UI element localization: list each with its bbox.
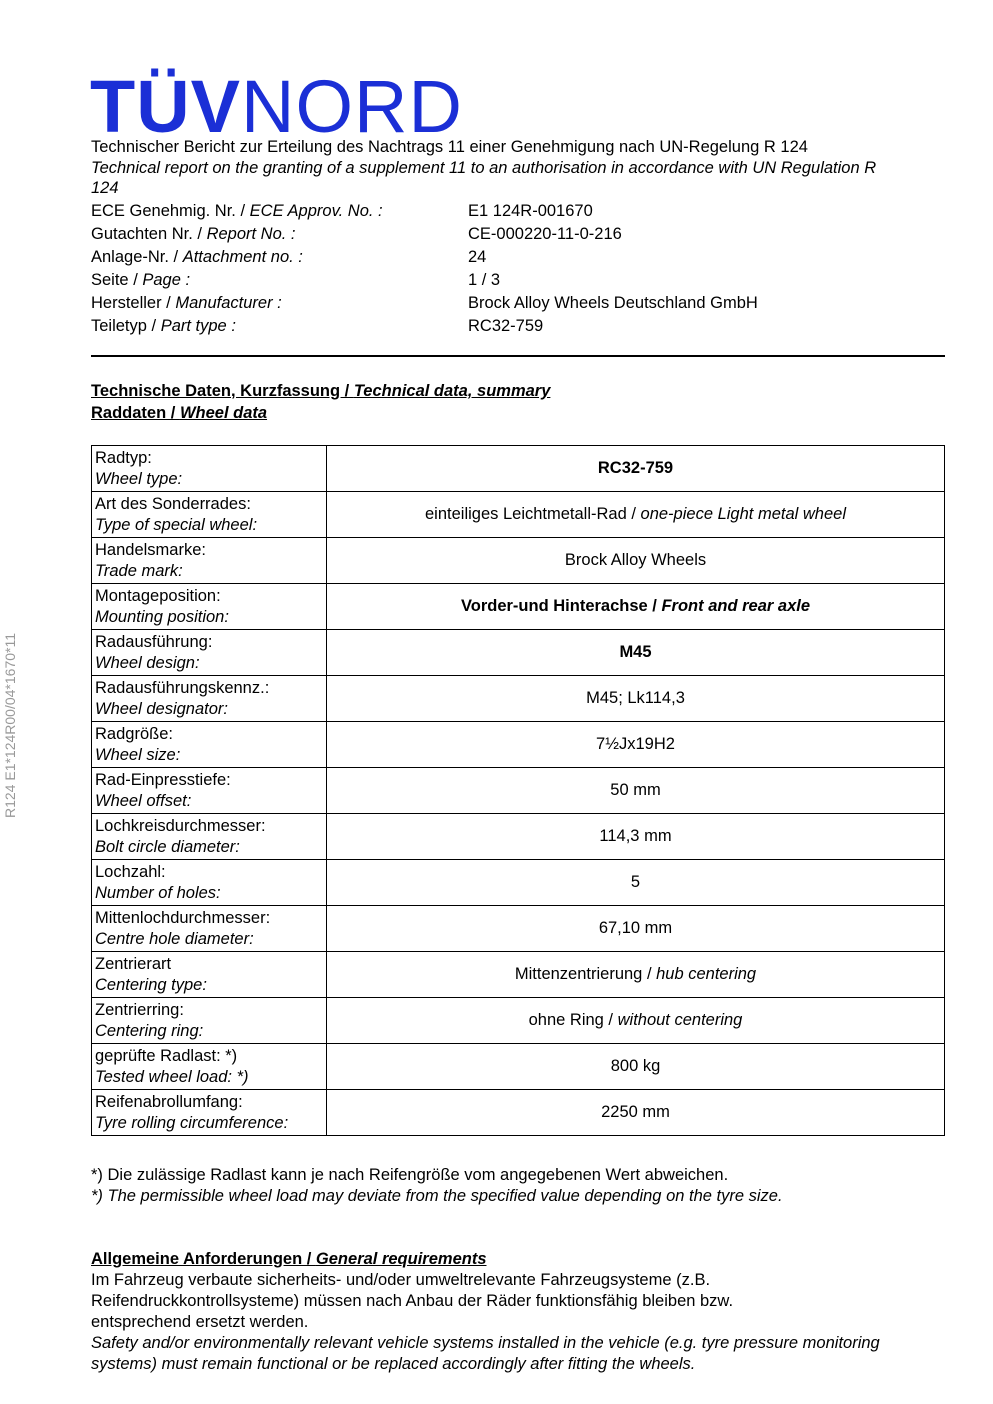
meta-value: 24 [468,248,487,266]
footnote-de: *) Die zulässige Radlast kann je nach Re… [91,1166,729,1184]
row-label: Mittenlochdurchmesser: Centre hole diamet… [91,905,327,952]
row-value: Brock Alloy Wheels [326,537,945,584]
meta-value: RC32-759 [468,317,544,335]
row-label: Montageposition: Mounting position: [91,583,327,630]
general-requirements: Allgemeine Anforderungen / General requi… [91,1249,941,1375]
meta-row: ECE Genehmig. Nr. / ECE Approv. No. : E1 … [91,200,758,223]
table-row: Mittenlochdurchmesser: Centre hole diamet… [91,905,945,952]
row-label: geprüfte Radlast: *) Tested wheel load: *… [91,1043,327,1090]
row-value: RC32-759 [326,445,945,492]
side-reference: R124 E1*124R00/04*1670*11 [2,632,18,818]
logo-light: NORD [241,65,463,148]
row-label: Reifenabrollumfang: Tyre rolling circumfe… [91,1089,327,1136]
table-row: Reifenabrollumfang: Tyre rolling circumfe… [91,1089,945,1136]
row-label: Radausführung: Wheel design: [91,629,327,676]
meta-row: Seite / Page : 1 / 3 [91,269,758,292]
meta-row: Hersteller / Manufacturer : Brock Alloy W… [91,292,758,315]
row-label: Radtyp: Wheel type: [91,445,327,492]
row-value: M45; Lk114,3 [326,675,945,722]
section-technical-data: Technische Daten, Kurzfassung / Technica… [91,382,551,400]
row-label: Zentrierart Centering type: [91,951,327,998]
row-label: Zentrierring: Centering ring: [91,997,327,1044]
wheel-data-table: Radtyp: Wheel type: RC32-759 Art des Sonder… [91,445,945,1136]
meta-value: Brock Alloy Wheels Deutschland GmbH [468,294,758,312]
meta-label: Anlage-Nr. / Attachment no. : [91,248,303,266]
footnote: *) Die zulässige Radlast kann je nach Re… [91,1165,783,1207]
table-row: Art des Sonderrades: Type of special whee… [91,491,945,538]
meta-value: E1 124R-001670 [468,202,593,220]
meta-block: ECE Genehmig. Nr. / ECE Approv. No. : E1 … [91,200,758,338]
meta-label: ECE Genehmig. Nr. / ECE Approv. No. : [91,202,383,220]
row-value: M45 [326,629,945,676]
table-row: Montageposition: Mounting position: Vorder… [91,583,945,630]
table-row: Zentrierart Centering type: Mittenzentrier… [91,951,945,998]
title-en: Technical report on the granting of a su… [91,158,877,198]
table-row: Radtyp: Wheel type: RC32-759 [91,445,945,492]
row-label: Radgröße: Wheel size: [91,721,327,768]
row-value: 7½Jx19H2 [326,721,945,768]
general-text-en: Safety and/or environmentally relevant v… [91,1334,880,1373]
row-label: Lochkreisdurchmesser: Bolt circle diamete… [91,813,327,860]
meta-row: Teiletyp / Part type : RC32-759 [91,315,758,338]
row-value: einteiliges Leichtmetall-Rad / one-piece… [326,491,945,538]
row-label: Art des Sonderrades: Type of special whee… [91,491,327,538]
table-row: geprüfte Radlast: *) Tested wheel load: *… [91,1043,945,1090]
row-value: 5 [326,859,945,906]
meta-row: Anlage-Nr. / Attachment no. : 24 [91,246,758,269]
logo-bold: TÜV [90,65,241,148]
tuv-nord-logo: TÜVNORD [90,70,463,144]
table-row: Radausführungskennz.: Wheel designator: M4… [91,675,945,722]
general-heading: Allgemeine Anforderungen / General requi… [91,1250,487,1268]
row-value: Vorder-und Hinterachse / Front and rear … [326,583,945,630]
row-value: ohne Ring / without centering [326,997,945,1044]
row-value: Mittenzentrierung / hub centering [326,951,945,998]
row-value: 50 mm [326,767,945,814]
meta-label: Hersteller / Manufacturer : [91,294,282,312]
row-value: 2250 mm [326,1089,945,1136]
meta-value: CE-000220-11-0-216 [468,225,622,243]
meta-label: Seite / Page : [91,271,191,289]
section-wheel-data: Raddaten / Wheel data [91,404,268,422]
row-value: 67,10 mm [326,905,945,952]
row-label: Radausführungskennz.: Wheel designator: [91,675,327,722]
table-row: Radausführung: Wheel design: M45 [91,629,945,676]
table-row: Zentrierring: Centering ring: ohne Ring / … [91,997,945,1044]
report-title: Technischer Bericht zur Erteilung des Na… [91,137,891,199]
table-row: Rad-Einpresstiefe: Wheel offset: 50 mm [91,767,945,814]
row-value: 800 kg [326,1043,945,1090]
meta-label: Teiletyp / Part type : [91,317,236,335]
table-row: Lochzahl: Number of holes: 5 [91,859,945,906]
meta-row: Gutachten Nr. / Report No. : CE-000220-11… [91,223,758,246]
table-row: Radgröße: Wheel size: 7½Jx19H2 [91,721,945,768]
row-label: Handelsmarke: Trade mark: [91,537,327,584]
footnote-en: *) The permissible wheel load may deviat… [91,1187,783,1205]
title-de: Technischer Bericht zur Erteilung des Na… [91,138,808,156]
meta-label: Gutachten Nr. / Report No. : [91,225,296,243]
table-row: Handelsmarke: Trade mark: Brock Alloy Whee… [91,537,945,584]
row-value: 114,3 mm [326,813,945,860]
meta-value: 1 / 3 [468,271,501,289]
row-label: Rad-Einpresstiefe: Wheel offset: [91,767,327,814]
table-row: Lochkreisdurchmesser: Bolt circle diamete… [91,813,945,860]
divider [91,355,945,357]
row-label: Lochzahl: Number of holes: [91,859,327,906]
general-text-de: Im Fahrzeug verbaute sicherheits- und/od… [91,1271,734,1331]
